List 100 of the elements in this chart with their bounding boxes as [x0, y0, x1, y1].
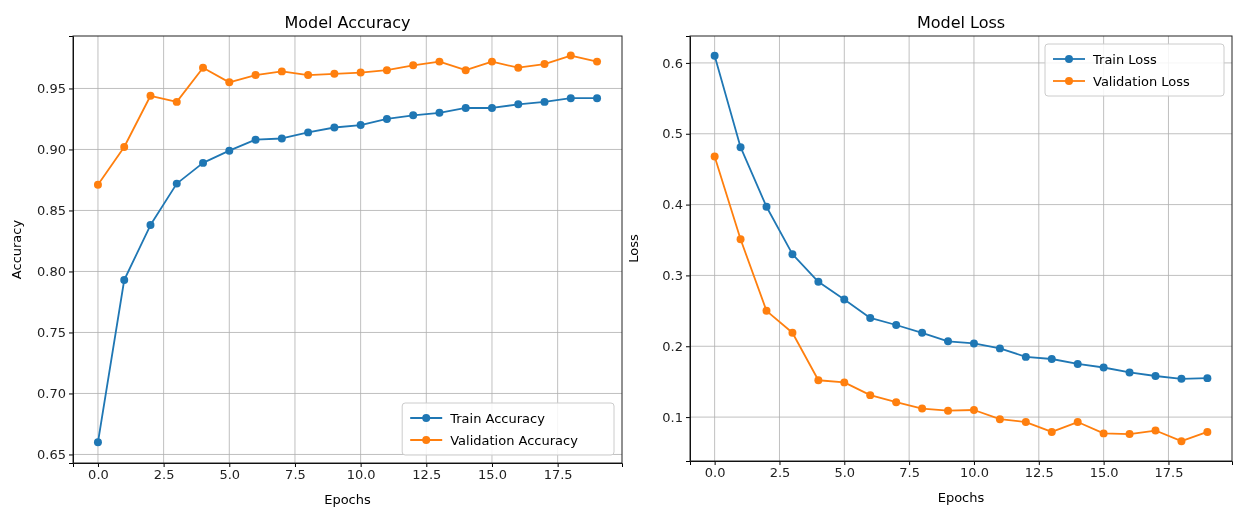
- point: [840, 378, 849, 387]
- point: [304, 128, 313, 137]
- x-tick-label: 5.0: [834, 465, 856, 481]
- legend-label: Validation Loss: [1093, 74, 1191, 89]
- point: [593, 57, 602, 66]
- point: [172, 179, 181, 188]
- point: [514, 100, 523, 109]
- point: [736, 143, 745, 152]
- point: [199, 158, 208, 167]
- point: [995, 344, 1004, 353]
- point: [1099, 429, 1108, 438]
- point: [918, 404, 927, 413]
- chart-title: Model Accuracy: [284, 13, 411, 32]
- point: [409, 111, 418, 120]
- legend-label: Validation Accuracy: [450, 433, 579, 448]
- point: [969, 339, 978, 348]
- point: [461, 66, 470, 75]
- y-tick-label: 0.95: [37, 81, 66, 97]
- point: [1047, 355, 1056, 363]
- point: [788, 250, 797, 259]
- point: [866, 391, 875, 400]
- point: [540, 97, 549, 106]
- point: [944, 337, 953, 346]
- y-axis-title: Loss: [626, 234, 641, 263]
- y-tick-label: 0.80: [37, 264, 66, 280]
- point: [736, 235, 745, 244]
- point: [1047, 427, 1056, 436]
- point: [1125, 368, 1134, 377]
- x-tick-label: 17.5: [543, 467, 573, 483]
- point: [251, 71, 260, 80]
- x-tick-label: 12.5: [412, 467, 442, 483]
- x-axis-title: Epochs: [324, 492, 372, 507]
- point: [514, 63, 523, 72]
- x-tick-label: 7.5: [899, 465, 920, 481]
- point: [944, 406, 953, 415]
- x-tick-label: 15.0: [1089, 465, 1119, 481]
- point: [487, 104, 496, 112]
- point: [277, 134, 286, 143]
- point: [814, 376, 823, 385]
- point: [1125, 430, 1134, 439]
- point: [93, 438, 102, 447]
- y-tick-label: 0.6: [662, 55, 683, 71]
- point: [1021, 418, 1030, 427]
- point: [409, 61, 418, 70]
- point: [762, 306, 771, 315]
- point: [330, 123, 339, 132]
- point: [1151, 426, 1160, 435]
- point: [1021, 352, 1030, 361]
- point: [251, 135, 260, 144]
- point: [435, 57, 444, 66]
- point: [566, 51, 575, 60]
- x-tick-label: 2.5: [769, 465, 791, 481]
- point: [382, 66, 391, 75]
- point: [1099, 363, 1108, 372]
- point: [540, 60, 549, 69]
- legend-label: Train Accuracy: [449, 411, 546, 426]
- point: [566, 94, 575, 103]
- y-tick-label: 0.3: [662, 268, 683, 284]
- point: [892, 321, 901, 329]
- point: [969, 406, 978, 414]
- point: [1073, 359, 1082, 368]
- point: [1177, 374, 1186, 383]
- point: [356, 121, 365, 130]
- x-tick-label: 0.0: [88, 467, 109, 483]
- point: [146, 221, 155, 230]
- y-tick-label: 0.5: [662, 126, 683, 142]
- point: [304, 71, 313, 80]
- x-tick-label: 12.5: [1024, 465, 1054, 481]
- x-tick-label: 2.5: [153, 467, 175, 483]
- point: [330, 69, 339, 78]
- point: [814, 277, 823, 286]
- point: [172, 97, 181, 106]
- x-tick-label: 10.0: [959, 465, 989, 481]
- point: [1177, 437, 1186, 446]
- point: [93, 180, 102, 189]
- y-tick-label: 0.70: [37, 386, 66, 402]
- point: [892, 398, 901, 407]
- y-tick-label: 0.2: [662, 338, 683, 354]
- point: [199, 63, 208, 72]
- x-tick-label: 7.5: [285, 467, 306, 483]
- point: [277, 67, 286, 76]
- point: [487, 57, 496, 66]
- point: [225, 78, 234, 87]
- point: [1151, 372, 1160, 380]
- point: [593, 94, 602, 103]
- legend-label: Train Loss: [1092, 52, 1158, 67]
- x-tick-label: 17.5: [1154, 465, 1184, 481]
- point: [762, 202, 771, 211]
- y-tick-label: 0.1: [662, 409, 683, 425]
- point: [995, 415, 1004, 424]
- point: [918, 328, 927, 337]
- y-tick-label: 0.85: [37, 203, 66, 219]
- chart-title: Model Loss: [916, 13, 1006, 32]
- x-tick-label: 0.0: [704, 465, 726, 481]
- y-tick-label: 0.90: [37, 142, 66, 158]
- point: [146, 91, 155, 100]
- point: [120, 143, 129, 151]
- point: [840, 295, 849, 304]
- point: [356, 68, 365, 77]
- point: [710, 152, 719, 161]
